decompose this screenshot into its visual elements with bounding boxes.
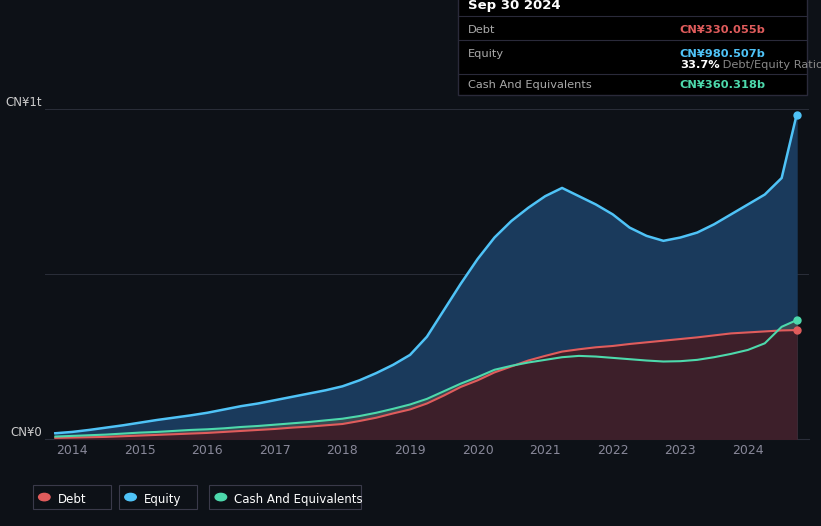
Text: Debt: Debt bbox=[468, 25, 495, 35]
Text: Equity: Equity bbox=[144, 493, 181, 506]
Text: CN¥1t: CN¥1t bbox=[6, 96, 42, 108]
Text: Debt: Debt bbox=[57, 493, 86, 506]
Text: Cash And Equivalents: Cash And Equivalents bbox=[234, 493, 363, 506]
Text: CN¥360.318b: CN¥360.318b bbox=[680, 80, 766, 90]
Text: CN¥980.507b: CN¥980.507b bbox=[680, 49, 766, 59]
Text: 33.7%: 33.7% bbox=[680, 60, 719, 70]
Text: Equity: Equity bbox=[468, 49, 504, 59]
Text: Debt/Equity Ratio: Debt/Equity Ratio bbox=[719, 60, 821, 70]
Text: CN¥0: CN¥0 bbox=[11, 426, 42, 439]
Text: CN¥330.055b: CN¥330.055b bbox=[680, 25, 766, 35]
Text: Sep 30 2024: Sep 30 2024 bbox=[468, 0, 561, 13]
Text: Cash And Equivalents: Cash And Equivalents bbox=[468, 80, 592, 90]
